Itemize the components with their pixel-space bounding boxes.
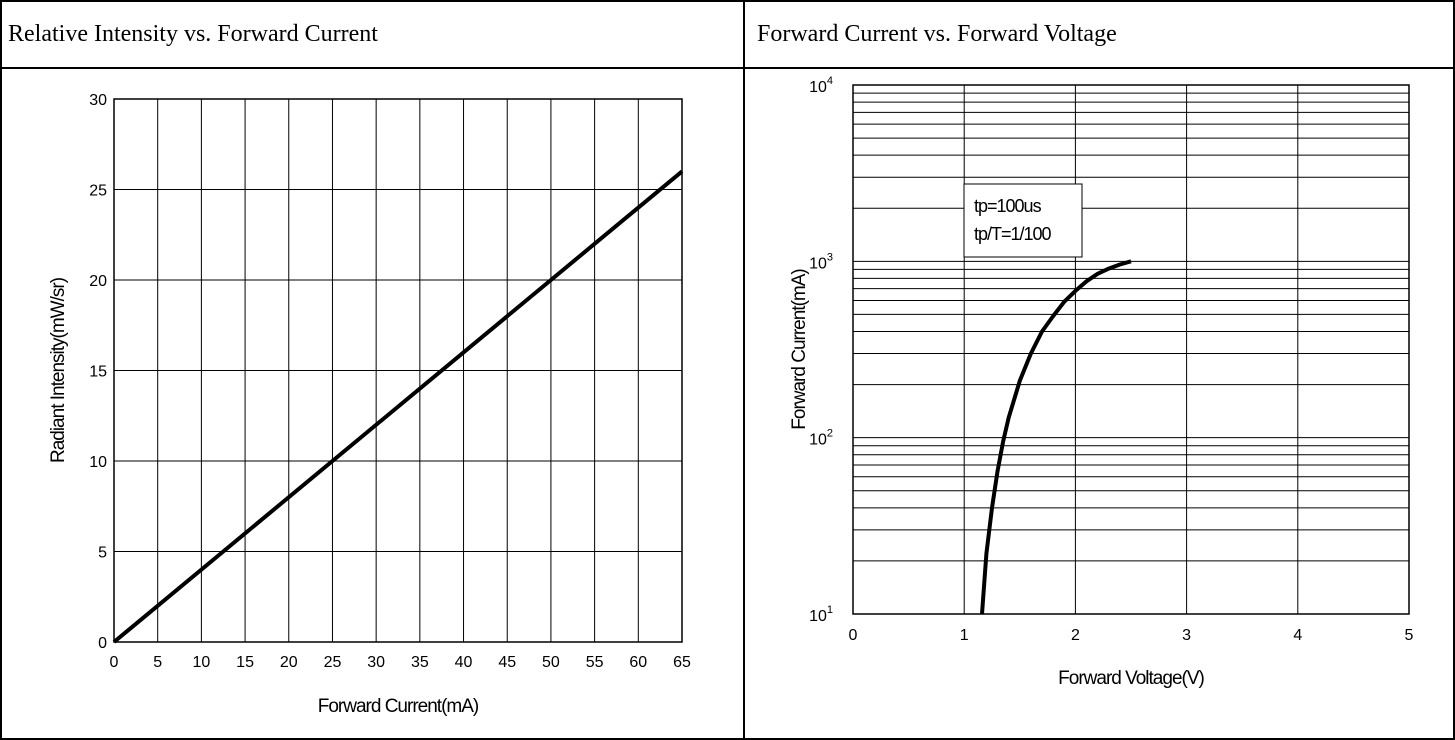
y-tick-label: 104 [809, 75, 833, 96]
x-tick-label: 55 [586, 654, 604, 671]
y-tick-label: 20 [89, 273, 107, 290]
panel-title-right: Forward Current vs. Forward Voltage [757, 21, 1117, 47]
border-top [0, 0, 1455, 2]
y-tick-label: 0 [98, 635, 107, 652]
y-tick-label: 101 [809, 604, 833, 625]
y-axis-label: Radiant Intensity(mW/sr) [48, 277, 69, 463]
series-line [112, 169, 684, 644]
chart-forward-current: 0 1 2 3 4 5 101 102 103 104 tp=100us tp/T=1/100 Forw… [789, 75, 1414, 689]
x-tick-label: 1 [960, 627, 969, 644]
y-axis-label: Forward Current(mA) [789, 269, 810, 430]
x-tick-label: 0 [849, 627, 858, 644]
x-tick-label: 60 [629, 654, 647, 671]
border-bottom [0, 738, 1455, 740]
border-left [0, 0, 2, 740]
annotation-text: tp=100us [974, 196, 1042, 216]
x-tick-label: 5 [153, 654, 162, 671]
x-tick-label: 20 [280, 654, 298, 671]
panel-title-left: Relative Intensity vs. Forward Current [8, 21, 378, 47]
x-tick-label: 65 [673, 654, 691, 671]
y-tick-label: 10 [89, 454, 107, 471]
x-tick-label: 5 [1405, 627, 1414, 644]
border-right [1453, 0, 1455, 740]
y-tick-label: 30 [89, 92, 107, 109]
annotation-box [963, 183, 1083, 258]
x-tick-label: 50 [542, 654, 560, 671]
x-tick-label: 10 [192, 654, 210, 671]
plot-area-border [852, 84, 1410, 615]
x-tick-label: 2 [1071, 627, 1080, 644]
border-header [0, 67, 1455, 69]
border-middle [743, 0, 745, 740]
annotation-text: tp/T=1/100 [974, 224, 1052, 244]
x-tick-label: 15 [236, 654, 254, 671]
x-tick-label: 25 [324, 654, 342, 671]
x-tick-label: 45 [498, 654, 516, 671]
y-tick-label: 103 [809, 251, 833, 272]
plot-area-border [113, 98, 683, 643]
x-tick-label: 40 [455, 654, 473, 671]
chart-relative-intensity: 0 5 10 15 20 25 30 35 40 45 50 55 60 65 0 5 10 15 20 25 30 Fo… [48, 92, 691, 717]
y-tick-label: 25 [89, 183, 107, 200]
x-tick-label: 30 [367, 654, 385, 671]
x-tick-label: 0 [110, 654, 119, 671]
series-line [980, 259, 1132, 615]
x-axis-label: Forward Current(mA) [318, 696, 479, 717]
x-tick-label: 35 [411, 654, 429, 671]
x-tick-label: 4 [1293, 627, 1302, 644]
x-axis-label: Forward Voltage(V) [1058, 668, 1204, 689]
y-tick-label: 102 [809, 428, 833, 449]
y-tick-label: 15 [89, 364, 107, 381]
y-tick-label: 5 [98, 545, 107, 562]
x-tick-label: 3 [1182, 627, 1191, 644]
